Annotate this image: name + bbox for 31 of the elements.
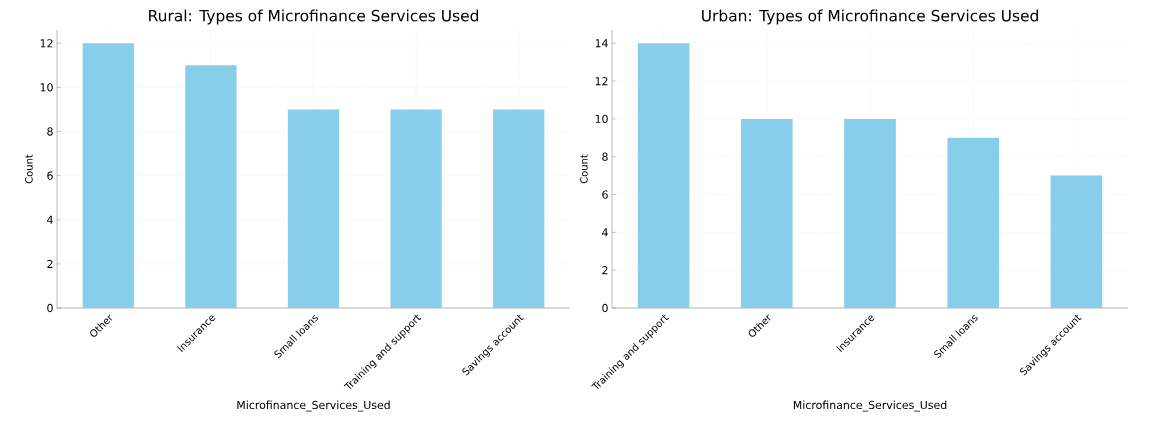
y-tick-label: 0 [47, 303, 53, 313]
y-tick-label: 10 [40, 83, 53, 92]
y-tick-label: 10 [595, 114, 608, 124]
y-tick-label: 14 [595, 39, 608, 48]
chart-title: Urban: Types of Microfinance Services Used [702, 9, 1038, 25]
bar [287, 109, 340, 308]
chart-title: Rural: Types of Microfinance Services Used [149, 9, 479, 25]
y-tick-label: 2 [47, 259, 53, 268]
bar [947, 137, 1000, 308]
y-axis-title: Count [580, 154, 588, 184]
bar [844, 118, 896, 308]
y-axis-title: Count [25, 154, 33, 184]
y-tick-label: 12 [40, 39, 53, 48]
bar [493, 109, 545, 308]
bar [185, 65, 237, 308]
x-axis-title: Microfinance_Services_Used [793, 400, 947, 412]
bar [741, 118, 793, 308]
y-tick-label: 4 [47, 215, 53, 224]
y-tick-label: 4 [602, 228, 608, 237]
y-tick-label: 0 [602, 303, 608, 313]
y-tick-label: 6 [47, 171, 53, 180]
bar [637, 43, 690, 308]
y-tick-label: 8 [47, 127, 53, 136]
x-axis-title: Microfinance_Services_Used [237, 400, 390, 412]
bar [82, 43, 134, 308]
y-tick-label: 8 [602, 152, 608, 161]
y-tick-label: 12 [595, 77, 608, 86]
bar [390, 109, 442, 308]
bar [1050, 175, 1103, 308]
y-tick-label: 2 [602, 266, 608, 275]
y-tick-label: 6 [602, 190, 608, 199]
